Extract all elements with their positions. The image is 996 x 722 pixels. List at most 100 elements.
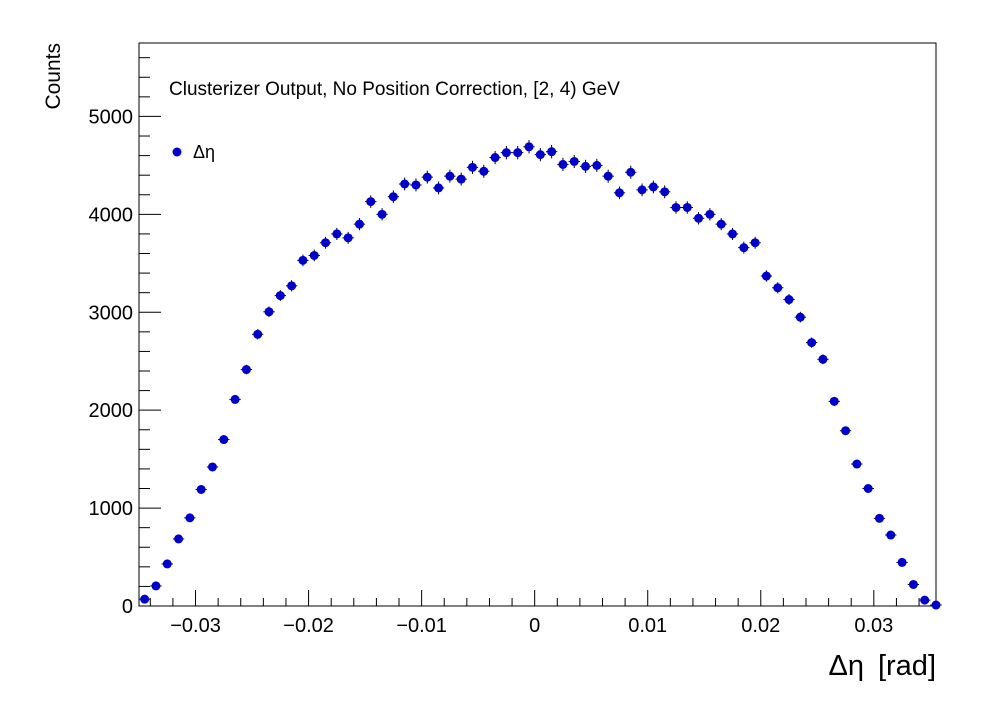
data-point xyxy=(399,177,411,191)
data-point xyxy=(817,354,829,365)
y-tick-label: 3000 xyxy=(89,302,134,324)
data-point xyxy=(794,311,806,323)
data-marker xyxy=(603,171,613,181)
data-point xyxy=(681,201,693,214)
data-marker xyxy=(445,171,455,181)
data-point xyxy=(319,236,332,249)
data-point xyxy=(161,559,173,569)
data-marker xyxy=(151,581,161,591)
data-point xyxy=(896,557,908,567)
data-point xyxy=(455,172,467,186)
data-point xyxy=(523,140,535,154)
annotation-text: Clusterizer Output, No Position Correcti… xyxy=(169,79,620,100)
data-marker xyxy=(874,513,884,523)
data-marker xyxy=(535,150,545,160)
data-marker xyxy=(626,167,636,177)
data-marker xyxy=(174,534,184,544)
data-marker xyxy=(829,396,839,406)
x-tick-label: 0.03 xyxy=(854,615,893,637)
legend-label: Δη xyxy=(193,142,215,162)
data-marker xyxy=(309,250,319,260)
legend-marker xyxy=(172,147,182,157)
data-point xyxy=(466,160,479,174)
data-point xyxy=(602,169,614,183)
data-marker xyxy=(886,530,896,540)
data-point xyxy=(206,462,219,472)
data-marker xyxy=(479,166,489,176)
data-marker xyxy=(818,354,828,364)
data-point xyxy=(715,218,727,231)
x-tick-label: 0.02 xyxy=(741,615,780,637)
data-marker xyxy=(660,187,670,197)
y-tick-label: 5000 xyxy=(89,106,134,128)
data-marker xyxy=(354,219,364,229)
data-point xyxy=(331,227,343,240)
data-point xyxy=(738,241,750,254)
data-point xyxy=(625,165,637,179)
x-tick-labels: −0.03 −0.02 −0.01 0 0.01 0.02 0.03 xyxy=(170,615,893,637)
data-marker xyxy=(513,148,523,158)
data-marker xyxy=(400,179,410,189)
data-point xyxy=(500,146,513,160)
data-marker xyxy=(422,172,432,182)
data-point xyxy=(240,364,253,375)
xlabel-symbol: Δη xyxy=(828,650,864,682)
data-point xyxy=(885,530,897,540)
y-tick-labels: 0 1000 2000 3000 4000 5000 xyxy=(89,106,134,618)
data-marker xyxy=(162,559,172,569)
data-marker xyxy=(524,142,534,152)
data-point xyxy=(873,513,886,523)
data-point xyxy=(444,169,456,183)
data-point xyxy=(772,282,784,294)
data-marker xyxy=(253,329,263,339)
data-point xyxy=(636,183,648,197)
data-point xyxy=(839,426,852,436)
data-point xyxy=(726,227,739,240)
data-point xyxy=(760,270,773,282)
data-marker xyxy=(750,238,760,248)
x-tick-label: 0 xyxy=(529,615,540,637)
data-marker xyxy=(592,160,602,170)
data-marker xyxy=(366,197,376,207)
data-marker xyxy=(241,365,251,375)
data-marker xyxy=(140,594,150,604)
legend: Δη xyxy=(172,142,215,162)
data-marker xyxy=(694,213,704,223)
xlabel-unit: [rad] xyxy=(878,650,936,682)
data-point xyxy=(274,290,286,302)
data-point xyxy=(489,150,501,165)
data-marker xyxy=(773,283,783,293)
data-point xyxy=(591,158,603,172)
data-marker xyxy=(705,209,715,219)
data-point xyxy=(263,306,275,318)
data-marker xyxy=(637,185,647,195)
data-point xyxy=(647,180,660,194)
data-marker xyxy=(784,295,794,305)
x-tick-label: −0.01 xyxy=(396,615,447,637)
data-point xyxy=(184,513,196,523)
data-marker xyxy=(897,557,907,567)
data-marker xyxy=(931,600,941,610)
data-point xyxy=(692,212,705,225)
data-point xyxy=(376,208,388,221)
data-marker xyxy=(908,579,918,589)
data-marker xyxy=(671,202,681,212)
data-marker xyxy=(795,312,805,322)
data-point xyxy=(828,396,840,406)
data-marker xyxy=(185,513,195,523)
data-point xyxy=(410,178,422,192)
data-marker xyxy=(614,188,624,198)
data-marker xyxy=(728,229,738,239)
data-marker xyxy=(920,595,930,605)
data-point xyxy=(195,484,207,494)
data-marker xyxy=(682,202,692,212)
data-marker xyxy=(321,238,331,248)
data-marker xyxy=(411,180,421,190)
data-point xyxy=(579,159,592,173)
data-point xyxy=(342,231,354,244)
data-point xyxy=(353,218,366,231)
data-point xyxy=(432,181,445,195)
data-marker xyxy=(558,159,568,169)
data-point xyxy=(365,195,377,208)
x-tick-label: −0.03 xyxy=(170,615,221,637)
